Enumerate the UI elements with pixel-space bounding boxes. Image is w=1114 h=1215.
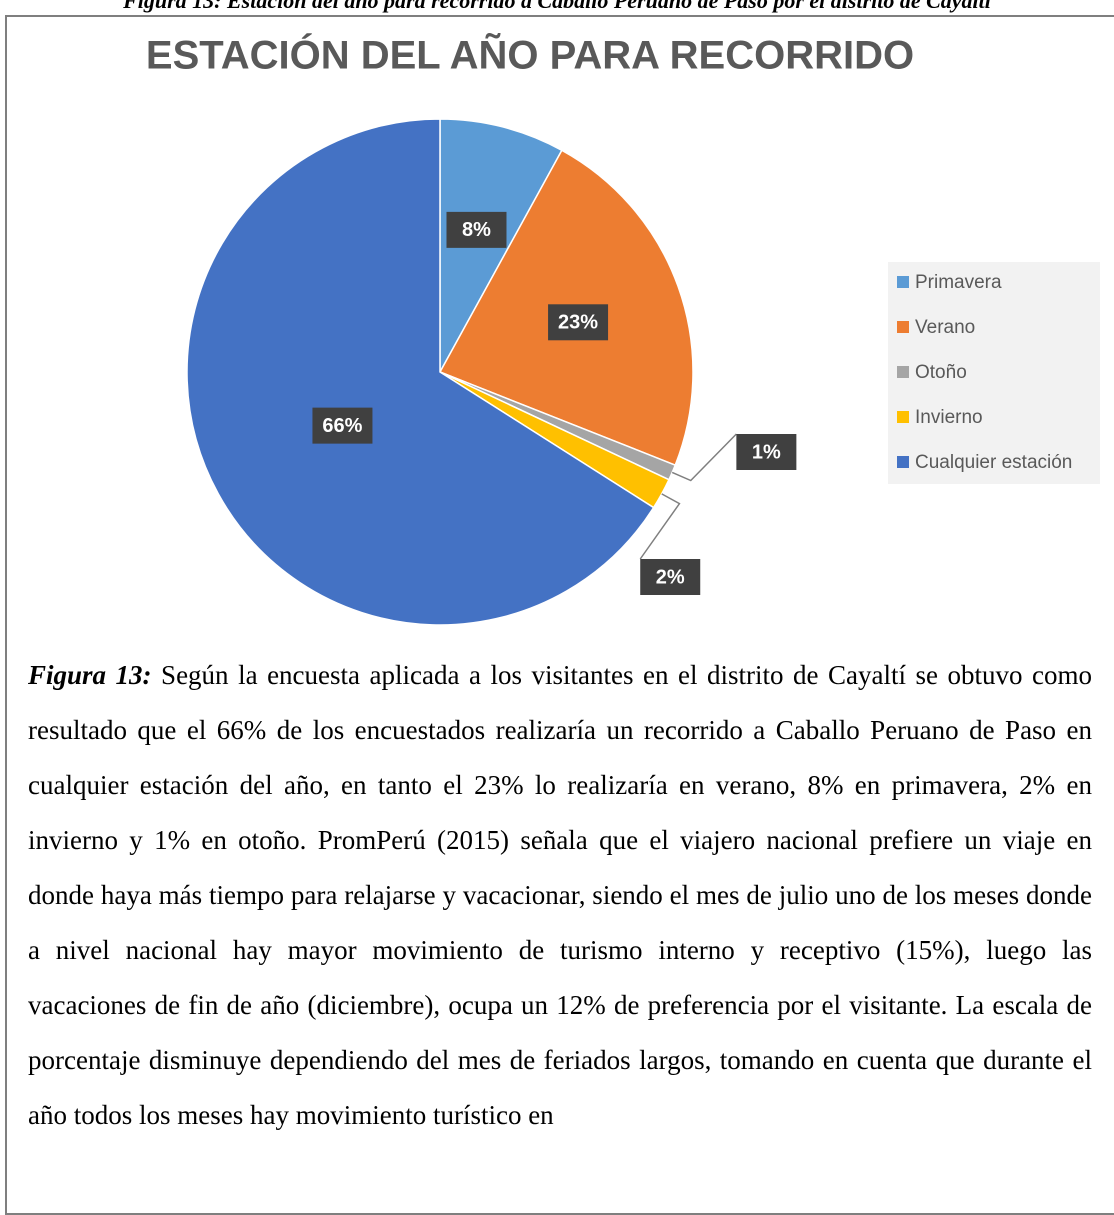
legend-label: Primavera — [915, 272, 1002, 293]
legend-label: Verano — [915, 317, 975, 338]
legend-swatch — [897, 366, 909, 378]
chart: ESTACIÓN DEL AÑO PARA RECORRIDO 8% 23% 1% 2… — [146, 32, 1100, 626]
legend-label: Invierno — [915, 407, 983, 428]
legend-swatch — [897, 456, 909, 468]
data-label-box — [548, 304, 609, 341]
caption-text: Según la encuesta aplicada a los visitan… — [28, 660, 1093, 1130]
legend-box — [888, 262, 1100, 484]
data-label-box — [640, 559, 701, 595]
data-label-box — [312, 407, 373, 444]
legend-swatch — [897, 321, 909, 333]
data-label: 1% — [752, 441, 781, 463]
legend-swatch — [897, 411, 909, 423]
legend-label: Cualquier estación — [915, 452, 1072, 473]
leader-line — [639, 493, 681, 560]
data-label-box — [736, 434, 797, 470]
data-label: 23% — [558, 312, 598, 334]
caption: Figura 13: Según la encuesta aplicada a … — [28, 648, 1092, 1143]
figure-header: Figura 13: Estación del año para recorri… — [123, 0, 991, 13]
legend-label: Otoño — [915, 362, 967, 383]
chart-title: ESTACIÓN DEL AÑO PARA RECORRIDO — [146, 32, 914, 78]
data-label-box — [446, 211, 507, 248]
pie-slice — [186, 118, 655, 626]
caption-label: Figura 13: — [28, 660, 152, 690]
data-label: 66% — [322, 415, 362, 437]
leader-line — [671, 433, 737, 482]
data-label: 8% — [462, 219, 491, 241]
legend-swatch — [897, 276, 909, 288]
data-label: 2% — [656, 566, 685, 588]
